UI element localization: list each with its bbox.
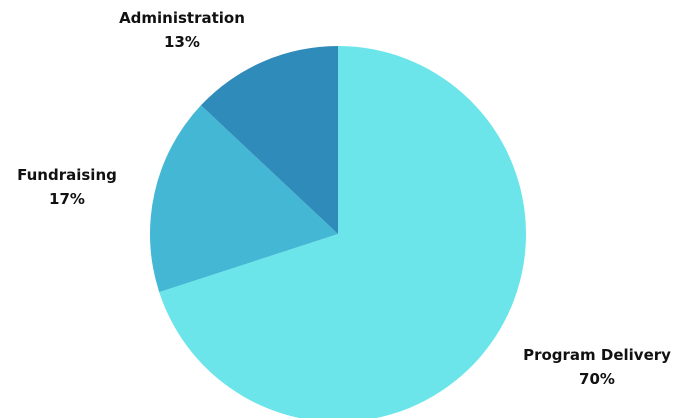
slice-label-fundraising: Fundraising	[17, 166, 117, 184]
slice-value-program-delivery: 70%	[579, 370, 615, 388]
pie-slice-administration	[200, 46, 338, 234]
slice-label-administration: Administration	[119, 9, 245, 27]
pie-labels: Program Delivery 70% Fundraising 17% Adminis…	[17, 9, 671, 388]
pie-slice-fundraising	[149, 105, 338, 293]
slice-value-fundraising: 17%	[49, 190, 85, 208]
pie-slice-program-delivery	[159, 46, 526, 418]
slice-label-program-delivery: Program Delivery	[523, 346, 671, 364]
slice-value-administration: 13%	[164, 33, 200, 51]
pie-slices	[149, 46, 526, 418]
